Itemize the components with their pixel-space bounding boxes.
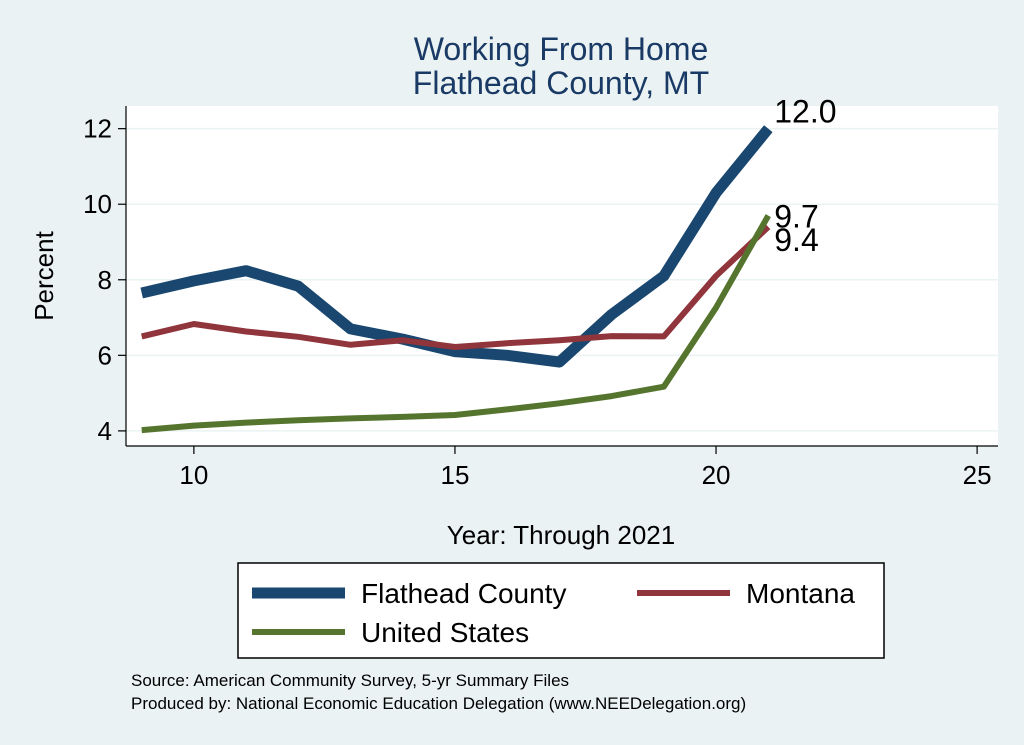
legend-label-us: United States xyxy=(361,617,529,648)
legend: Flathead County Montana United States xyxy=(237,562,885,659)
chart-title-line-2: Flathead County, MT xyxy=(413,65,709,101)
chart-title-line-1: Working From Home xyxy=(414,31,709,67)
produced-by-note: Produced by: National Economic Education… xyxy=(131,694,746,713)
end-label-us: 9.7 xyxy=(774,199,818,235)
legend-label-montana: Montana xyxy=(746,578,855,609)
end-label-flathead: 12.0 xyxy=(774,94,836,130)
axes: 4 6 8 10 12 10 15 20 25 xyxy=(83,106,998,490)
y-tick-label-8: 8 xyxy=(98,265,112,295)
y-tick-label-12: 12 xyxy=(83,114,112,144)
y-tick-label-4: 4 xyxy=(98,416,112,446)
series-line-montana xyxy=(141,224,771,350)
legend-box xyxy=(237,562,885,659)
series-lines xyxy=(140,125,773,434)
end-labels: 12.0 9.49.7 xyxy=(774,94,836,258)
series-line-us xyxy=(141,214,771,434)
series-line-flathead xyxy=(140,125,773,368)
x-tick-label-10: 10 xyxy=(179,460,208,490)
x-tick-label-25: 25 xyxy=(963,460,992,490)
x-tick-label-15: 15 xyxy=(440,460,469,490)
source-note: Source: American Community Survey, 5-yr … xyxy=(131,671,569,690)
legend-label-flathead: Flathead County xyxy=(361,578,566,609)
x-tick-label-20: 20 xyxy=(702,460,731,490)
end-label-montana: 9.4 xyxy=(774,222,818,258)
y-axis-title: Percent xyxy=(29,230,59,320)
x-axis-title: Year: Through 2021 xyxy=(447,520,675,550)
y-tick-label-10: 10 xyxy=(83,189,112,219)
y-tick-label-6: 6 xyxy=(98,340,112,370)
